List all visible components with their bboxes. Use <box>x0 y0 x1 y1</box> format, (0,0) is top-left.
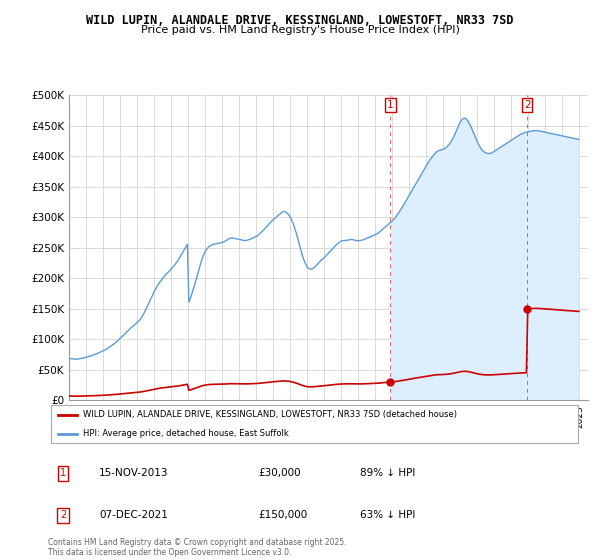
Text: 2: 2 <box>60 510 66 520</box>
Text: WILD LUPIN, ALANDALE DRIVE, KESSINGLAND, LOWESTOFT, NR33 7SD: WILD LUPIN, ALANDALE DRIVE, KESSINGLAND,… <box>86 14 514 27</box>
Text: £150,000: £150,000 <box>258 510 307 520</box>
Text: Contains HM Land Registry data © Crown copyright and database right 2025.
This d: Contains HM Land Registry data © Crown c… <box>48 538 347 557</box>
Text: £30,000: £30,000 <box>258 468 301 478</box>
Text: HPI: Average price, detached house, East Suffolk: HPI: Average price, detached house, East… <box>83 430 289 438</box>
Text: Price paid vs. HM Land Registry's House Price Index (HPI): Price paid vs. HM Land Registry's House … <box>140 25 460 35</box>
Text: 1: 1 <box>387 100 394 110</box>
Text: 2: 2 <box>524 100 530 110</box>
Text: 15-NOV-2013: 15-NOV-2013 <box>99 468 169 478</box>
Text: 89% ↓ HPI: 89% ↓ HPI <box>360 468 415 478</box>
Text: 07-DEC-2021: 07-DEC-2021 <box>99 510 168 520</box>
Text: 63% ↓ HPI: 63% ↓ HPI <box>360 510 415 520</box>
Text: 1: 1 <box>60 468 66 478</box>
FancyBboxPatch shape <box>50 405 578 443</box>
Text: WILD LUPIN, ALANDALE DRIVE, KESSINGLAND, LOWESTOFT, NR33 7SD (detached house): WILD LUPIN, ALANDALE DRIVE, KESSINGLAND,… <box>83 410 457 419</box>
